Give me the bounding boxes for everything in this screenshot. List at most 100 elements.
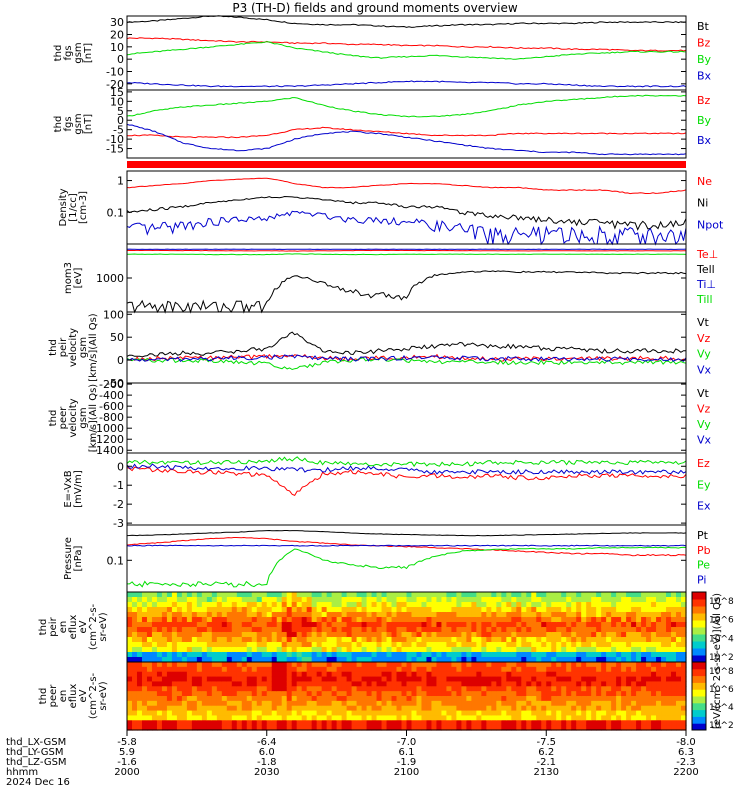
spectrogram-cell	[406, 597, 413, 603]
spectrogram-cell	[406, 720, 413, 726]
spectrogram-cell	[366, 622, 373, 628]
spectrogram-cell	[651, 710, 657, 717]
spectrogram-cell	[571, 597, 577, 603]
spectrogram-cell	[631, 602, 637, 608]
spectrogram-cell	[156, 627, 163, 633]
y-axis-label: velocity	[68, 328, 79, 367]
spectrogram-cell	[391, 617, 398, 623]
spectrogram-cell	[666, 602, 672, 608]
spectrogram-cell	[296, 715, 303, 721]
spectrogram-cell	[351, 710, 358, 717]
spectrogram-cell	[156, 647, 163, 653]
y-axis-label: [cm-3]	[78, 191, 89, 224]
spectrogram-cell	[406, 622, 413, 628]
spectrogram-cell	[416, 681, 423, 687]
spectrogram-cell	[506, 666, 512, 673]
spectrogram-cell	[211, 696, 218, 702]
spectrogram-cell	[556, 691, 562, 697]
spectrogram-cell	[326, 681, 333, 687]
spectrogram-cell	[631, 671, 637, 678]
spectrogram-cell	[506, 715, 512, 721]
spectrogram-cell	[551, 686, 557, 692]
spectrogram-cell	[541, 700, 547, 707]
spectrogram-cell	[296, 662, 303, 668]
series-line-Ey	[126, 456, 687, 468]
spectrogram-cell	[396, 602, 403, 608]
spectrogram-cell	[171, 647, 178, 653]
spectrogram-cell	[416, 705, 423, 712]
spectrogram-cell	[156, 666, 163, 673]
spectrogram-cell	[221, 617, 228, 623]
spectrogram-cell	[127, 725, 133, 731]
spectrogram-cell	[316, 657, 323, 663]
spectrogram-cell	[246, 671, 253, 678]
spectrogram-cell	[166, 681, 173, 687]
spectrogram-cell	[351, 642, 358, 648]
spectrogram-cell	[466, 632, 472, 638]
spectrogram-cell	[616, 597, 622, 603]
spectrogram-cell	[146, 657, 153, 663]
spectrogram-cell	[606, 637, 612, 643]
spectrogram-cell	[651, 676, 657, 683]
spectrogram-cell	[221, 662, 228, 668]
spectrogram-cell	[246, 612, 253, 618]
spectrogram-cell	[321, 720, 328, 726]
panel-frame	[126, 524, 687, 593]
spectrogram-cell	[221, 622, 228, 628]
spectrogram-cell	[651, 627, 657, 633]
spectrogram-cell	[301, 691, 308, 697]
spectrogram-cell	[251, 627, 258, 633]
spectrogram-cell	[306, 637, 313, 643]
spectrogram-cell	[641, 710, 647, 717]
spectrogram-cell	[516, 696, 522, 702]
spectrogram-cell	[361, 666, 368, 673]
spectrogram-cell	[301, 662, 308, 668]
spectrogram-cell	[156, 617, 163, 623]
spectrogram-cell	[576, 725, 582, 731]
spectrogram-cell	[256, 657, 263, 663]
spectrogram-cell	[586, 642, 592, 648]
spectrogram-cell	[571, 691, 577, 697]
spectrogram-cell	[651, 686, 657, 692]
spectrogram-cell	[551, 647, 557, 653]
spectrogram-cell	[536, 647, 542, 653]
spectrogram-cell	[386, 647, 393, 653]
spectrogram-cell	[391, 666, 398, 673]
spectrogram-cell	[466, 715, 472, 721]
spectrogram-cell	[381, 612, 388, 618]
spectrogram-cell	[576, 676, 582, 683]
spectrogram-cell	[411, 612, 418, 618]
spectrogram-cell	[301, 652, 308, 658]
spectrogram-cell	[441, 652, 448, 658]
spectrogram-cell	[291, 612, 298, 618]
spectrogram-cell	[191, 652, 198, 658]
spectrogram-cell	[526, 720, 532, 726]
spectrogram-cell	[406, 715, 413, 721]
spectrogram-cell	[396, 700, 403, 707]
spectrogram-cell	[221, 637, 228, 643]
spectrogram-cell	[666, 642, 672, 648]
spectrogram-cell	[311, 657, 318, 663]
spectrogram-cell	[606, 700, 612, 707]
spectrogram-cell	[681, 666, 687, 673]
spectrogram-cell	[631, 607, 637, 613]
spectrogram-cell	[586, 612, 592, 618]
spectrogram-cell	[241, 700, 248, 707]
spectrogram-cell	[211, 642, 218, 648]
spectrogram-cell	[611, 715, 617, 721]
spectrogram-cell	[511, 686, 517, 692]
spectrogram-cell	[496, 720, 502, 726]
spectrogram-cell	[576, 681, 582, 687]
spectrogram-cell	[316, 637, 323, 643]
spectrogram-cell	[156, 696, 163, 702]
spectrogram-cell	[591, 720, 597, 726]
spectrogram-cell	[206, 691, 213, 697]
spectrogram-cell	[556, 647, 562, 653]
spectrogram-cell	[641, 691, 647, 697]
spectrogram-cell	[146, 666, 153, 673]
spectrogram-cell	[571, 622, 577, 628]
spectrogram-cell	[466, 720, 472, 726]
spectrogram-cell	[546, 710, 552, 717]
spectrogram-cell	[576, 632, 582, 638]
spectrogram-cell	[381, 686, 388, 692]
